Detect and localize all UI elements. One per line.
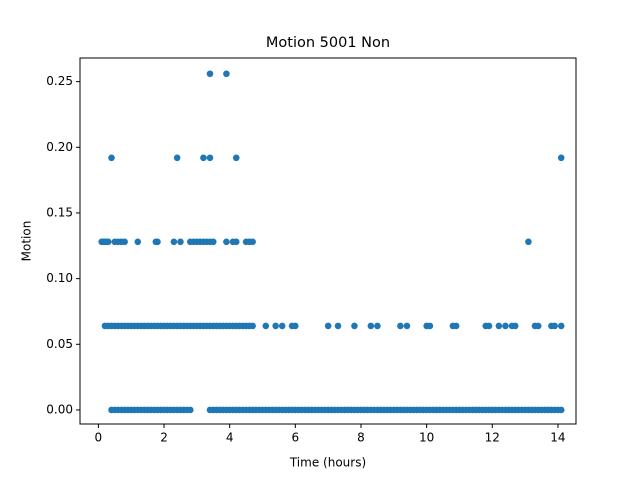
point — [367, 322, 375, 330]
point — [324, 322, 332, 330]
point — [134, 238, 142, 246]
point — [525, 238, 532, 246]
point — [557, 406, 565, 414]
point — [511, 322, 519, 330]
point — [351, 322, 358, 330]
point — [334, 322, 342, 330]
point — [249, 322, 256, 330]
x-tick-label: 10 — [419, 431, 434, 445]
point — [223, 70, 230, 78]
point — [223, 238, 230, 246]
point — [557, 322, 565, 330]
x-axis-label: Time (hours) — [289, 456, 366, 470]
point — [272, 322, 279, 330]
point — [495, 322, 503, 330]
x-tick-label: 12 — [485, 431, 500, 445]
point — [154, 238, 161, 246]
point — [177, 238, 184, 246]
point — [121, 238, 128, 246]
x-tick-label: 8 — [357, 431, 365, 445]
x-tick-label: 2 — [160, 431, 168, 445]
point — [170, 238, 178, 246]
point — [206, 70, 214, 78]
point — [262, 322, 270, 330]
x-tick-label: 4 — [226, 431, 234, 445]
x-tick-label: 14 — [550, 431, 565, 445]
point — [200, 154, 207, 162]
point — [249, 238, 256, 246]
point — [108, 154, 115, 162]
y-tick-label: 0.15 — [46, 205, 73, 219]
point — [232, 154, 240, 162]
x-tick-label: 6 — [292, 431, 300, 445]
chart-title: Motion 5001 Non — [266, 35, 390, 51]
point — [374, 322, 381, 330]
point — [534, 322, 542, 330]
point — [502, 322, 509, 330]
point — [485, 322, 493, 330]
point — [403, 322, 411, 330]
point — [173, 154, 181, 162]
point — [232, 238, 240, 246]
y-axis-label: Motion — [20, 221, 34, 262]
point — [551, 322, 558, 330]
point — [452, 322, 460, 330]
point — [278, 322, 286, 330]
point — [292, 322, 299, 330]
point — [426, 322, 434, 330]
y-tick-label: 0.00 — [46, 402, 73, 416]
y-tick-label: 0.20 — [46, 140, 73, 154]
y-tick-label: 0.25 — [46, 74, 73, 88]
point — [209, 238, 217, 246]
plot-frame — [79, 57, 577, 425]
point — [206, 154, 214, 162]
x-tick-label: 0 — [95, 431, 103, 445]
y-tick-label: 0.05 — [46, 337, 73, 351]
y-tick-label: 0.10 — [46, 271, 73, 285]
point — [557, 154, 565, 162]
point — [104, 238, 112, 246]
point — [186, 406, 194, 414]
point — [397, 322, 404, 330]
